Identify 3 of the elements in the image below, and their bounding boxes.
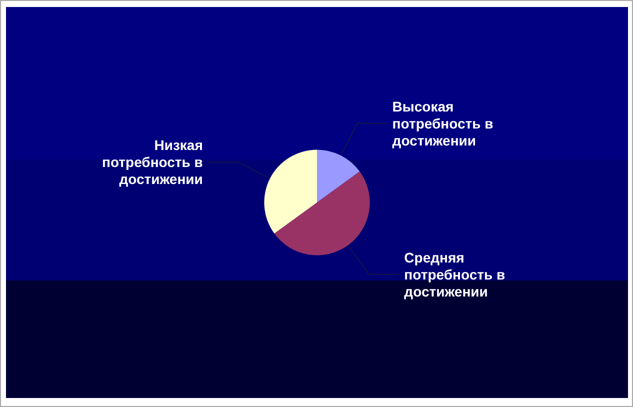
slice-label: Низкая потребность в достижении — [102, 137, 204, 188]
slice-label: Средняя потребность в достижении — [404, 249, 506, 300]
slice-label: Высокая потребность в достижении — [392, 98, 494, 148]
